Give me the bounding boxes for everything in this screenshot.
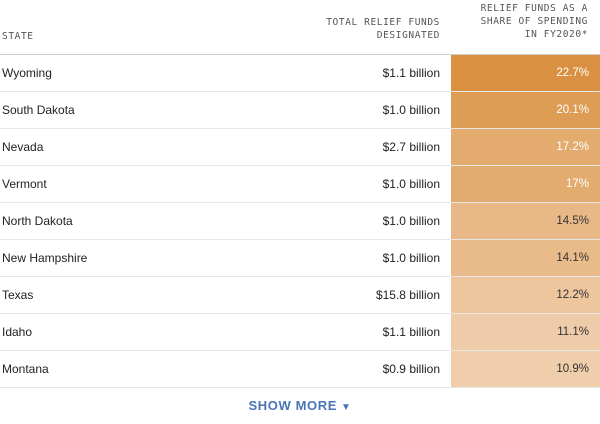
share-cell: 12.2% <box>451 277 600 313</box>
share-cell: 11.1% <box>451 314 600 350</box>
table-row: North Dakota $1.0 billion 14.5% <box>0 203 600 240</box>
total-funds-value: $1.1 billion <box>382 66 440 80</box>
share-value: 11.1% <box>557 326 589 338</box>
share-value: 10.9% <box>556 363 589 375</box>
share-value: 17.2% <box>556 141 589 153</box>
table-row: New Hampshire $1.0 billion 14.1% <box>0 240 600 277</box>
column-header-state: STATE <box>2 31 34 42</box>
share-value: 22.7% <box>556 67 589 79</box>
total-funds-value: $1.0 billion <box>382 251 440 265</box>
total-funds-value: $15.8 billion <box>375 288 440 302</box>
share-cell: 14.1% <box>451 240 600 276</box>
table-row: Texas $15.8 billion 12.2% <box>0 277 600 314</box>
state-name: South Dakota <box>2 103 75 117</box>
state-name: Texas <box>2 288 34 302</box>
table-body: Wyoming $1.1 billion 22.7% South Dakota $1.0… <box>0 55 600 388</box>
share-value: 14.1% <box>556 252 589 264</box>
table-row: Nevada $2.7 billion 17.2% <box>0 129 600 166</box>
share-cell: 17.2% <box>451 129 600 165</box>
table-header: STATE TOTAL RELIEF FUNDS DESIGNATED RELI… <box>0 0 600 55</box>
table-row: Idaho $1.1 billion 11.1% <box>0 314 600 351</box>
table-row: Montana $0.9 billion 10.9% <box>0 351 600 388</box>
share-cell: 20.1% <box>451 92 600 128</box>
column-header-share-of-spending: RELIEF FUNDS AS A SHARE OF SPENDING IN F… <box>480 3 588 40</box>
column-header-total-funds: TOTAL RELIEF FUNDS DESIGNATED <box>326 17 440 41</box>
share-value: 20.1% <box>556 104 589 116</box>
share-cell: 10.9% <box>451 351 600 387</box>
share-cell: 17% <box>451 166 600 202</box>
share-cell: 22.7% <box>451 55 600 91</box>
state-name: New Hampshire <box>2 251 88 265</box>
total-funds-value: $1.0 billion <box>382 103 440 117</box>
total-funds-value: $1.0 billion <box>382 214 440 228</box>
table-row: Wyoming $1.1 billion 22.7% <box>0 55 600 92</box>
show-more-label: SHOW MORE <box>248 398 337 413</box>
share-value: 14.5% <box>556 215 589 227</box>
state-name: Nevada <box>2 140 44 154</box>
share-cell: 14.5% <box>451 203 600 239</box>
state-name: Wyoming <box>2 66 52 80</box>
total-funds-value: $0.9 billion <box>382 362 440 376</box>
state-name: North Dakota <box>2 214 73 228</box>
state-name: Montana <box>2 362 49 376</box>
table-row: Vermont $1.0 billion 17% <box>0 166 600 203</box>
state-name: Vermont <box>2 177 47 191</box>
table-row: South Dakota $1.0 billion 20.1% <box>0 92 600 129</box>
state-name: Idaho <box>2 325 33 339</box>
share-value: 12.2% <box>556 289 589 301</box>
relief-funds-table: STATE TOTAL RELIEF FUNDS DESIGNATED RELI… <box>0 0 600 388</box>
total-funds-value: $1.1 billion <box>382 325 440 339</box>
share-value: 17% <box>565 178 589 190</box>
chevron-down-icon: ▼ <box>340 402 352 413</box>
total-funds-value: $2.7 billion <box>382 140 440 154</box>
total-funds-value: $1.0 billion <box>382 177 440 191</box>
show-more-button[interactable]: SHOW MORE ▼ <box>0 398 600 413</box>
